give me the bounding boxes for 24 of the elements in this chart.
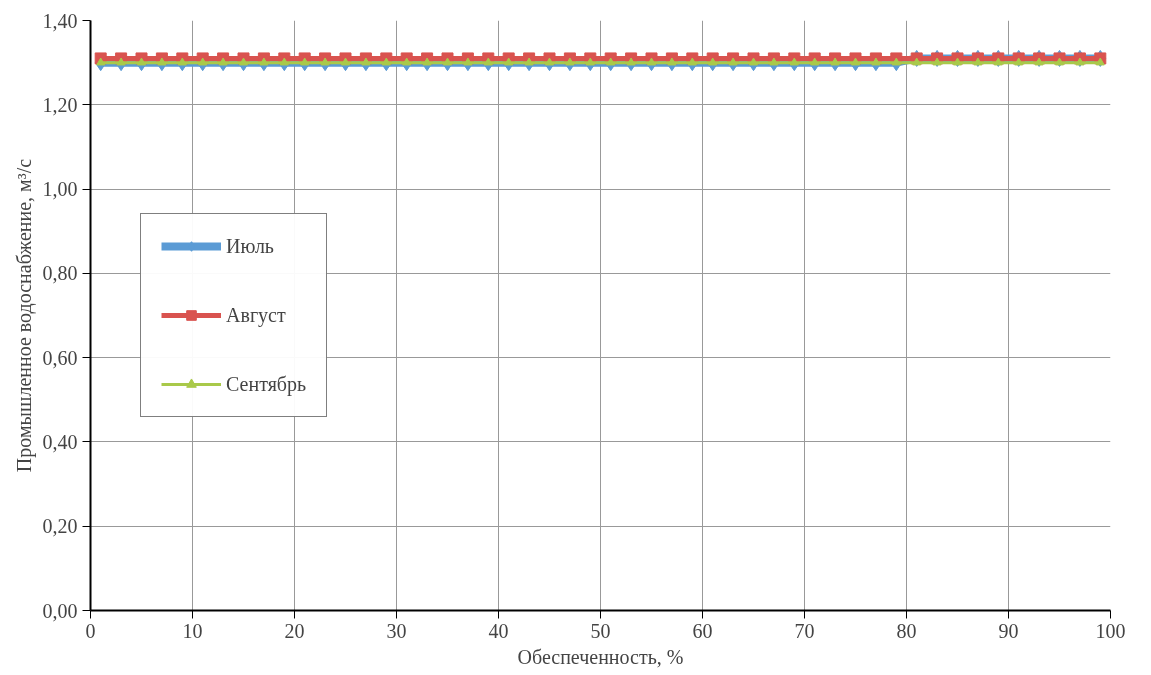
x-tick-label: 10	[182, 619, 203, 642]
x-tick-label: 80	[896, 619, 917, 642]
y-tick-label: 0,40	[42, 430, 78, 453]
y-tick-label: 0,60	[42, 346, 78, 369]
y-tick-label: 0,20	[42, 515, 78, 538]
y-tick-label: 1,40	[42, 9, 78, 32]
x-tick-label: 50	[590, 619, 611, 642]
y-tick-label: 0,80	[42, 262, 78, 285]
x-tick-label: 0	[85, 619, 96, 642]
legend-label: Сентябрь	[226, 372, 307, 396]
x-tick-label: 100	[1095, 619, 1126, 642]
x-tick-label: 90	[998, 619, 1019, 642]
x-tick-label: 60	[692, 619, 713, 642]
y-axis-title: Промышленное водоснабжение, м³/с	[12, 158, 36, 473]
x-tick-label: 70	[794, 619, 815, 642]
legend-label: Июль	[226, 234, 274, 258]
x-tick-label: 30	[386, 619, 407, 642]
y-tick-label: 1,20	[42, 93, 78, 116]
x-tick-label: 40	[488, 619, 509, 642]
y-tick-label: 0,00	[42, 599, 78, 622]
x-axis-title: Обеспеченность, %	[517, 645, 684, 668]
legend-label: Август	[226, 303, 286, 327]
y-tick-label: 1,00	[42, 178, 78, 201]
x-tick-label: 20	[284, 619, 305, 642]
